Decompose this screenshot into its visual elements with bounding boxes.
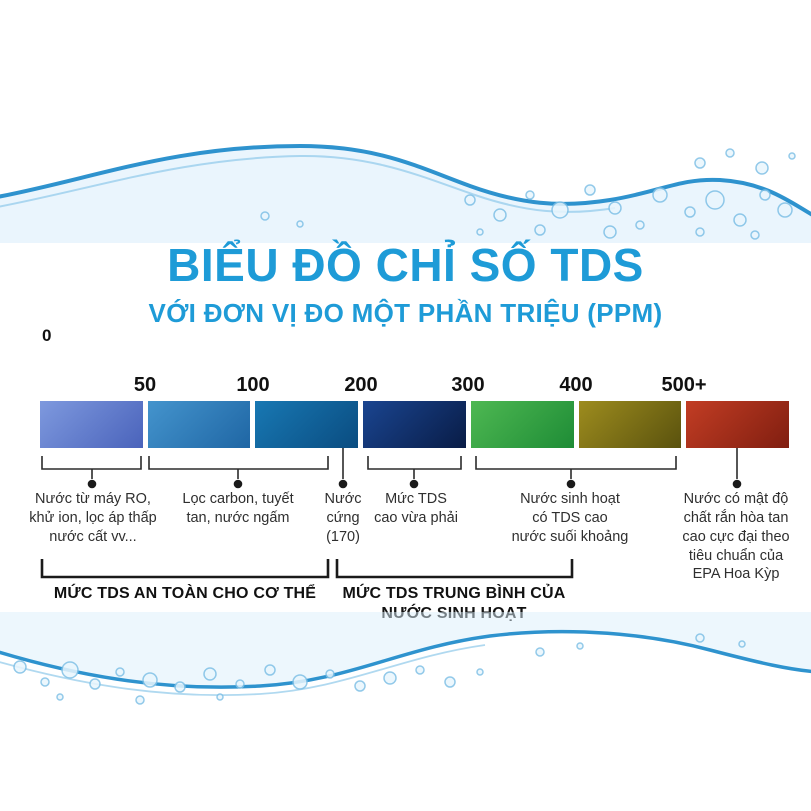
bar-segment-300-400 <box>470 401 574 448</box>
scale-ticks: 50 100 200 300 400 500+ <box>0 374 811 398</box>
bar-segment-50-100 <box>147 401 251 448</box>
tick-300: 300 <box>451 374 485 396</box>
annotation-moderate-tds: Mức TDS cao vừa phải <box>374 491 458 526</box>
annotations: Nước từ máy RO, khử ion, lọc áp thấp nướ… <box>0 490 811 600</box>
annotation-carbon-filter: Lọc carbon, tuyết tan, nước ngấm <box>182 491 294 526</box>
scale-origin-label: 0 <box>42 326 52 345</box>
tick-100: 100 <box>236 374 270 396</box>
bar-segment-200-300 <box>363 401 466 448</box>
header: BIỂU ĐỒ CHỈ SỐ TDS VỚI ĐƠN VỊ ĐO MỘT PHẦ… <box>0 240 811 329</box>
water-wave-bottom-decoration <box>0 612 811 705</box>
annotation-hard-water: Nước cứng (170) <box>324 491 362 545</box>
annotation-domestic-water: Nước sinh hoạt có TDS cao nước suối khoả… <box>511 491 629 545</box>
water-wave-top-decoration <box>0 143 811 243</box>
page-subtitle: VỚI ĐƠN VỊ ĐO MỘT PHẦN TRIỆU (PPM) <box>148 297 663 328</box>
page-title: BIỂU ĐỒ CHỈ SỐ TDS <box>167 239 644 291</box>
bar-segment-100-200 <box>255 401 359 448</box>
bar-segment-400-500 <box>578 401 682 448</box>
bar-segment-0-50 <box>40 401 143 448</box>
range-bracket-lines <box>40 559 574 579</box>
tick-200: 200 <box>344 374 378 396</box>
annotation-connector-lines <box>41 448 742 489</box>
bar-segment-500plus <box>686 401 790 448</box>
tick-400: 400 <box>559 374 593 396</box>
tick-500plus: 500+ <box>661 374 707 396</box>
range-label-safe-level: MỨC TDS AN TOÀN CHO CƠ THỂ <box>53 585 317 602</box>
annotation-ro-water: Nước từ máy RO, khử ion, lọc áp thấp nướ… <box>29 491 157 545</box>
annotation-epa-maximum: Nước có mật độ chất rắn hòa tan cao cực … <box>682 491 790 583</box>
tick-50: 50 <box>133 374 157 396</box>
tds-color-bar <box>40 401 790 448</box>
